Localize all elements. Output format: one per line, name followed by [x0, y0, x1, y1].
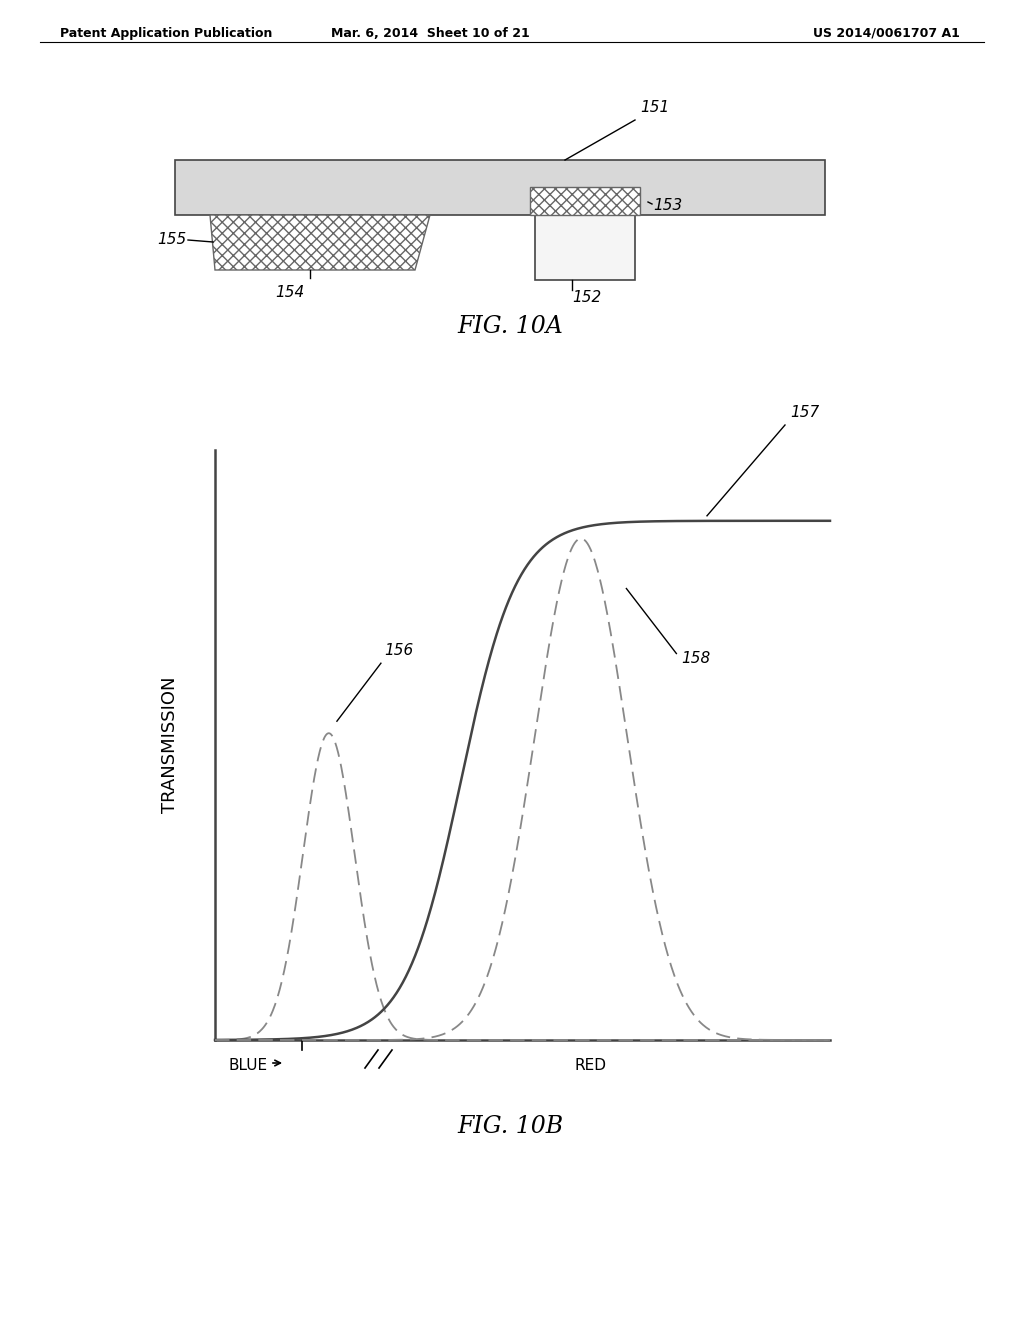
Bar — [175, 160, 825, 215]
Text: RED: RED — [574, 1059, 606, 1073]
Text: 156: 156 — [384, 643, 413, 659]
Bar — [535, 215, 635, 280]
Text: TRANSMISSION: TRANSMISSION — [161, 677, 179, 813]
Text: US 2014/0061707 A1: US 2014/0061707 A1 — [813, 26, 961, 40]
Text: 154: 154 — [275, 285, 304, 300]
Text: 155: 155 — [157, 232, 186, 248]
Text: BLUE: BLUE — [228, 1059, 267, 1073]
Text: FIG. 10B: FIG. 10B — [457, 1115, 563, 1138]
Text: FIG. 10A: FIG. 10A — [457, 315, 563, 338]
Text: 158: 158 — [681, 651, 711, 667]
Text: Mar. 6, 2014  Sheet 10 of 21: Mar. 6, 2014 Sheet 10 of 21 — [331, 26, 529, 40]
Text: 153: 153 — [653, 198, 682, 213]
Text: 152: 152 — [572, 290, 601, 305]
Text: Patent Application Publication: Patent Application Publication — [60, 26, 272, 40]
Bar — [530, 187, 640, 215]
Text: 157: 157 — [790, 405, 819, 420]
Polygon shape — [210, 215, 430, 271]
Text: 151: 151 — [640, 100, 670, 115]
